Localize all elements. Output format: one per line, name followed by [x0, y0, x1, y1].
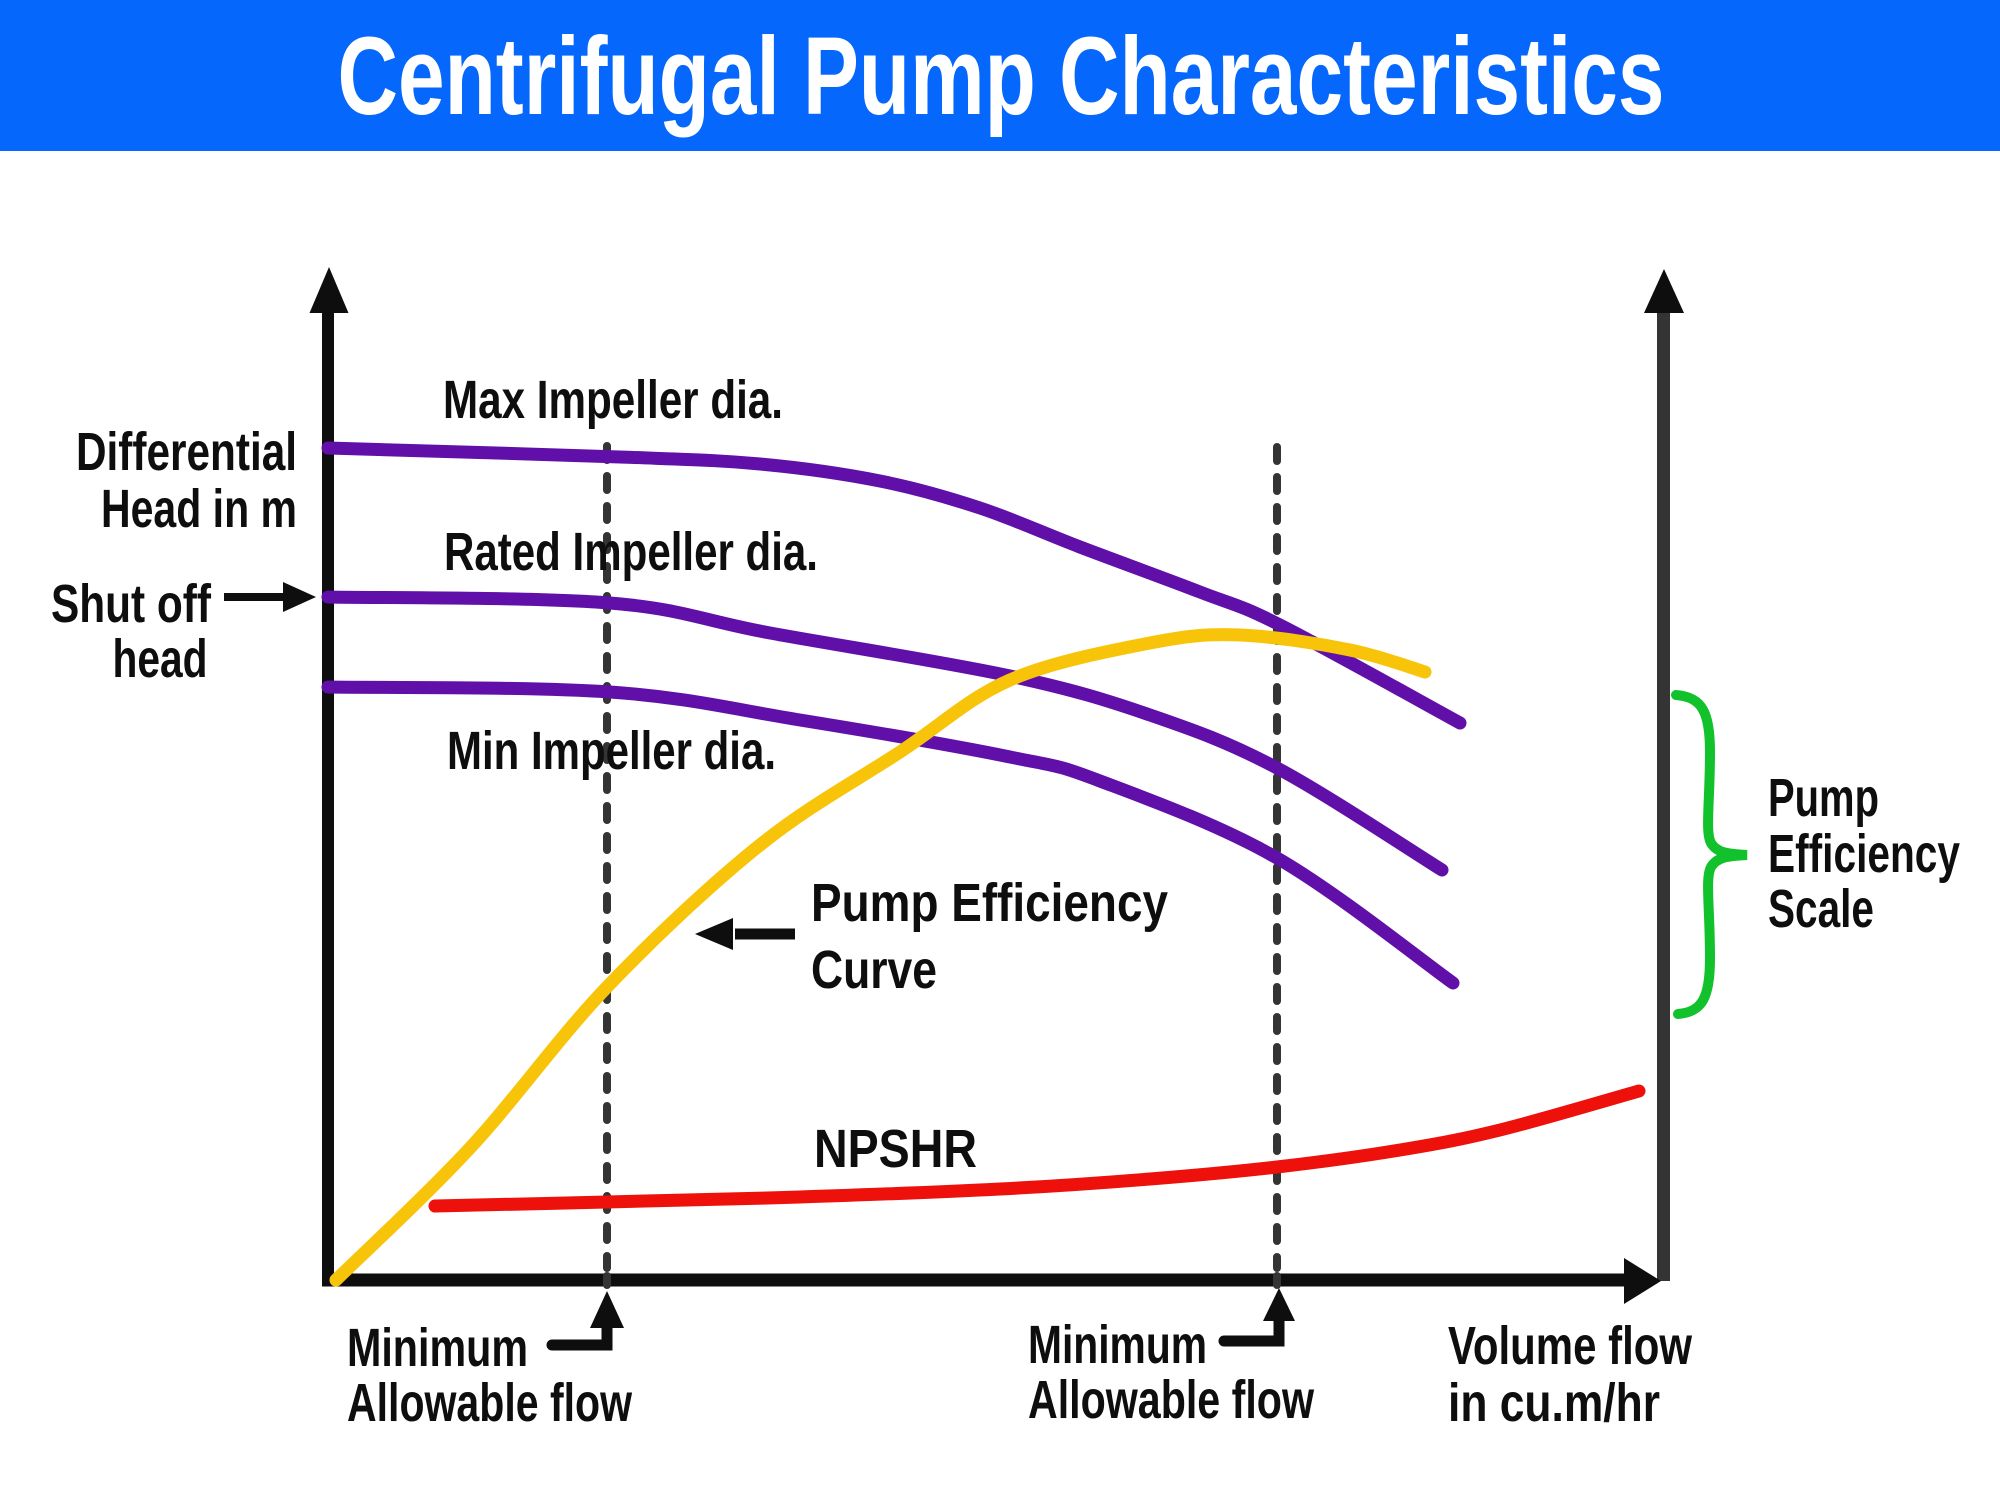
svg-text:Rated Impeller dia.: Rated Impeller dia.	[444, 522, 818, 582]
svg-text:Minimum: Minimum	[1028, 1315, 1207, 1375]
svg-text:Pump: Pump	[1768, 768, 1879, 828]
svg-text:Min Impeller dia.: Min Impeller dia.	[447, 721, 776, 781]
svg-text:Shut off: Shut off	[51, 574, 212, 634]
svg-text:head: head	[113, 629, 208, 689]
svg-text:Curve: Curve	[811, 940, 937, 1000]
svg-text:Max Impeller dia.: Max Impeller dia.	[443, 370, 783, 430]
svg-text:NPSHR: NPSHR	[814, 1119, 977, 1179]
svg-text:Efficiency: Efficiency	[1768, 824, 1960, 884]
svg-text:in cu.m/hr: in cu.m/hr	[1448, 1373, 1660, 1433]
svg-text:Pump Efficiency: Pump Efficiency	[811, 873, 1168, 933]
svg-text:Allowable flow: Allowable flow	[347, 1373, 633, 1433]
svg-text:Centrifugal Pump Characteristi: Centrifugal Pump Characteristics	[338, 15, 1665, 138]
svg-text:Allowable flow: Allowable flow	[1028, 1370, 1315, 1430]
svg-text:Head in m: Head in m	[101, 479, 297, 539]
svg-text:Scale: Scale	[1768, 879, 1874, 939]
svg-text:Volume flow: Volume flow	[1448, 1316, 1693, 1376]
svg-text:Minimum: Minimum	[347, 1318, 528, 1378]
svg-text:Differential: Differential	[76, 422, 297, 482]
